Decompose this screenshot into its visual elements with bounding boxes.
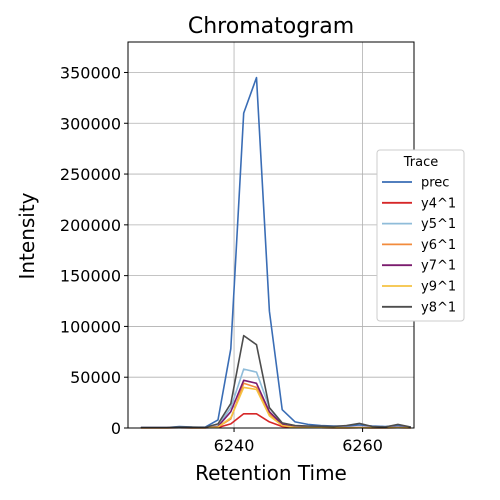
y-tick-label: 50000 xyxy=(70,368,121,387)
y-tick-label: 250000 xyxy=(60,165,121,184)
legend-entries: prec y4^1 y5^1 y6^1 y7^1 y9^1 y8^1 xyxy=(382,176,456,315)
y-tick-label: 150000 xyxy=(60,267,121,286)
legend-label-y9^1: y9^1 xyxy=(421,280,456,295)
x-tick-label: 6240 xyxy=(214,436,255,455)
y-tick-label: 200000 xyxy=(60,216,121,235)
y-tick-label: 100000 xyxy=(60,317,121,336)
legend-label-y8^1: y8^1 xyxy=(421,300,456,315)
legend-label-prec: prec xyxy=(421,176,449,191)
y-tick-label: 0 xyxy=(111,419,121,438)
y-tick-label: 350000 xyxy=(60,63,121,82)
legend: Trace prec y4^1 y5^1 y6^1 y7^1 y9^1 y8^1 xyxy=(376,149,465,322)
legend-label-y7^1: y7^1 xyxy=(421,259,456,274)
y-tick-label: 300000 xyxy=(60,114,121,133)
legend-label-y5^1: y5^1 xyxy=(421,217,456,232)
series-line-y8^1 xyxy=(140,334,411,429)
legend-box xyxy=(376,149,465,322)
legend-label-y4^1: y4^1 xyxy=(421,196,456,211)
legend-label-y6^1: y6^1 xyxy=(421,238,456,253)
x-axis-label: Retention Time xyxy=(195,461,347,485)
chart-title: Chromatogram xyxy=(188,14,354,39)
y-axis-label: Intensity xyxy=(15,192,39,279)
tick-layer: 0 50000 100000 150000 200000 250000 300000 3500… xyxy=(60,63,383,455)
legend-title: Trace xyxy=(403,155,439,170)
x-tick-label: 6260 xyxy=(342,436,383,455)
